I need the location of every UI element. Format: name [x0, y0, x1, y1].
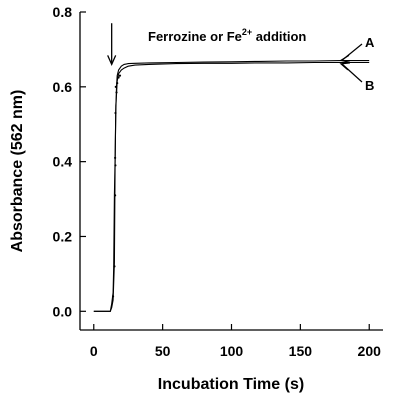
- x-axis-title: Incubation Time (s): [158, 376, 304, 393]
- x-tick-label: 0: [90, 343, 98, 359]
- x-tick-label: 200: [358, 343, 382, 359]
- data-point: [115, 91, 118, 94]
- y-tick-label: 0.6: [53, 79, 73, 95]
- x-ticks: 0 50 100 150 200: [90, 324, 381, 359]
- scatter-points: [111, 74, 122, 298]
- series-label-arrows: [339, 43, 363, 83]
- data-point: [117, 76, 120, 79]
- y-tick-label: 0.0: [53, 303, 73, 319]
- data-point: [116, 81, 119, 85]
- series-layer: [93, 60, 370, 312]
- x-tick-label: 150: [289, 343, 313, 359]
- series-labels: A B: [339, 35, 375, 93]
- label-a-arrow-head: [339, 54, 351, 63]
- y-tick-label: 0.2: [53, 228, 73, 244]
- plot-frame: [79, 12, 383, 331]
- x-tick-label: 100: [220, 343, 244, 359]
- data-point: [114, 194, 117, 197]
- y-ticks: 0.0 0.2 0.4 0.6 0.8: [53, 4, 86, 319]
- y-tick-label: 0.8: [53, 4, 73, 20]
- y-tick-label: 0.4: [53, 154, 73, 170]
- series-line-b: [93, 61, 370, 312]
- series-line-a: [93, 60, 370, 312]
- data-point: [114, 164, 117, 167]
- series-a-label: A: [365, 35, 375, 50]
- arrow-head: [107, 55, 117, 66]
- data-point: [111, 295, 115, 298]
- y-axis-title: Absorbance (562 nm): [9, 90, 26, 253]
- series-b-label: B: [365, 78, 374, 93]
- addition-arrow: [107, 23, 117, 66]
- data-point: [114, 111, 117, 115]
- data-point: [114, 85, 117, 88]
- label-b-arrow-head: [339, 62, 350, 71]
- data-point: [114, 156, 117, 160]
- data-point: [118, 74, 122, 77]
- annotation-text: Ferrozine or Fe2+ addition: [148, 27, 306, 44]
- data-point: [113, 265, 116, 268]
- x-tick-label: 50: [155, 343, 171, 359]
